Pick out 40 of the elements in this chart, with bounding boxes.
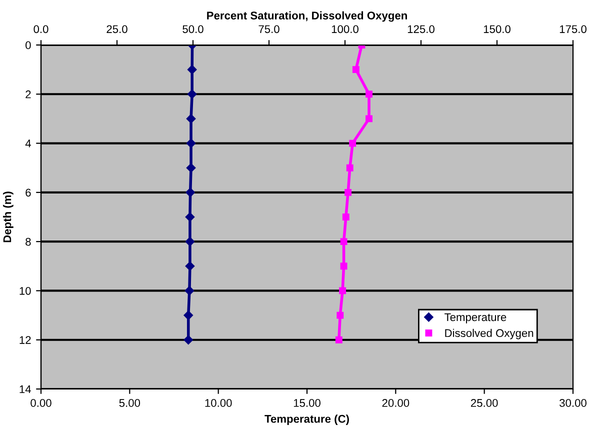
point xyxy=(366,90,372,98)
x-tick-label: 25.00 xyxy=(470,399,498,407)
y-tick-label: 6 xyxy=(26,188,31,197)
point xyxy=(344,188,352,196)
x-tick-label: 30.00 xyxy=(560,399,586,407)
point xyxy=(342,214,350,220)
point xyxy=(340,238,348,246)
y-tick-label: 4 xyxy=(25,140,31,148)
y-tick-label: 10 xyxy=(20,286,31,295)
point xyxy=(335,336,342,344)
x2-tick-label: 150.0 xyxy=(484,25,510,34)
x2-tick-label: 25.0 xyxy=(106,25,128,34)
y-tick-label: 2 xyxy=(26,90,31,98)
point xyxy=(366,115,372,122)
x2-axis-title: Percent Saturation, Dissolved Oxygen xyxy=(207,11,407,22)
x2-tick-label: 175.0 xyxy=(560,25,586,34)
point xyxy=(349,140,356,147)
y-tick-label: 8 xyxy=(26,238,31,246)
y-tick-label: 14 xyxy=(20,385,31,394)
point xyxy=(346,164,354,172)
x-tick-label: 20.00 xyxy=(382,399,410,407)
x2-tick-label: 50.0 xyxy=(182,25,204,34)
point xyxy=(336,312,344,319)
x-tick-label: 5.00 xyxy=(119,399,140,407)
x2-tick-label: 0.0 xyxy=(34,25,48,34)
point xyxy=(340,262,348,270)
x2-tick-label: 125.0 xyxy=(408,25,434,34)
x-tick-label: 15.00 xyxy=(294,399,320,407)
point xyxy=(339,287,346,294)
x2-tick-label: 100.0 xyxy=(332,25,358,34)
point xyxy=(352,66,360,74)
x-axis-title: Temperature (C) xyxy=(264,414,349,425)
x2-tick-label: 75.0 xyxy=(258,25,280,34)
y-axis-title: Depth (m) xyxy=(3,192,14,242)
y-tick-label: 0 xyxy=(26,41,31,50)
x-tick-label: 0.00 xyxy=(30,399,52,407)
y-tick-label: 12 xyxy=(20,336,31,344)
legend-label: Dissolved Oxygen xyxy=(445,328,534,340)
x-tick-label: 10.00 xyxy=(205,399,232,407)
legend-label: Temperature xyxy=(444,313,506,324)
